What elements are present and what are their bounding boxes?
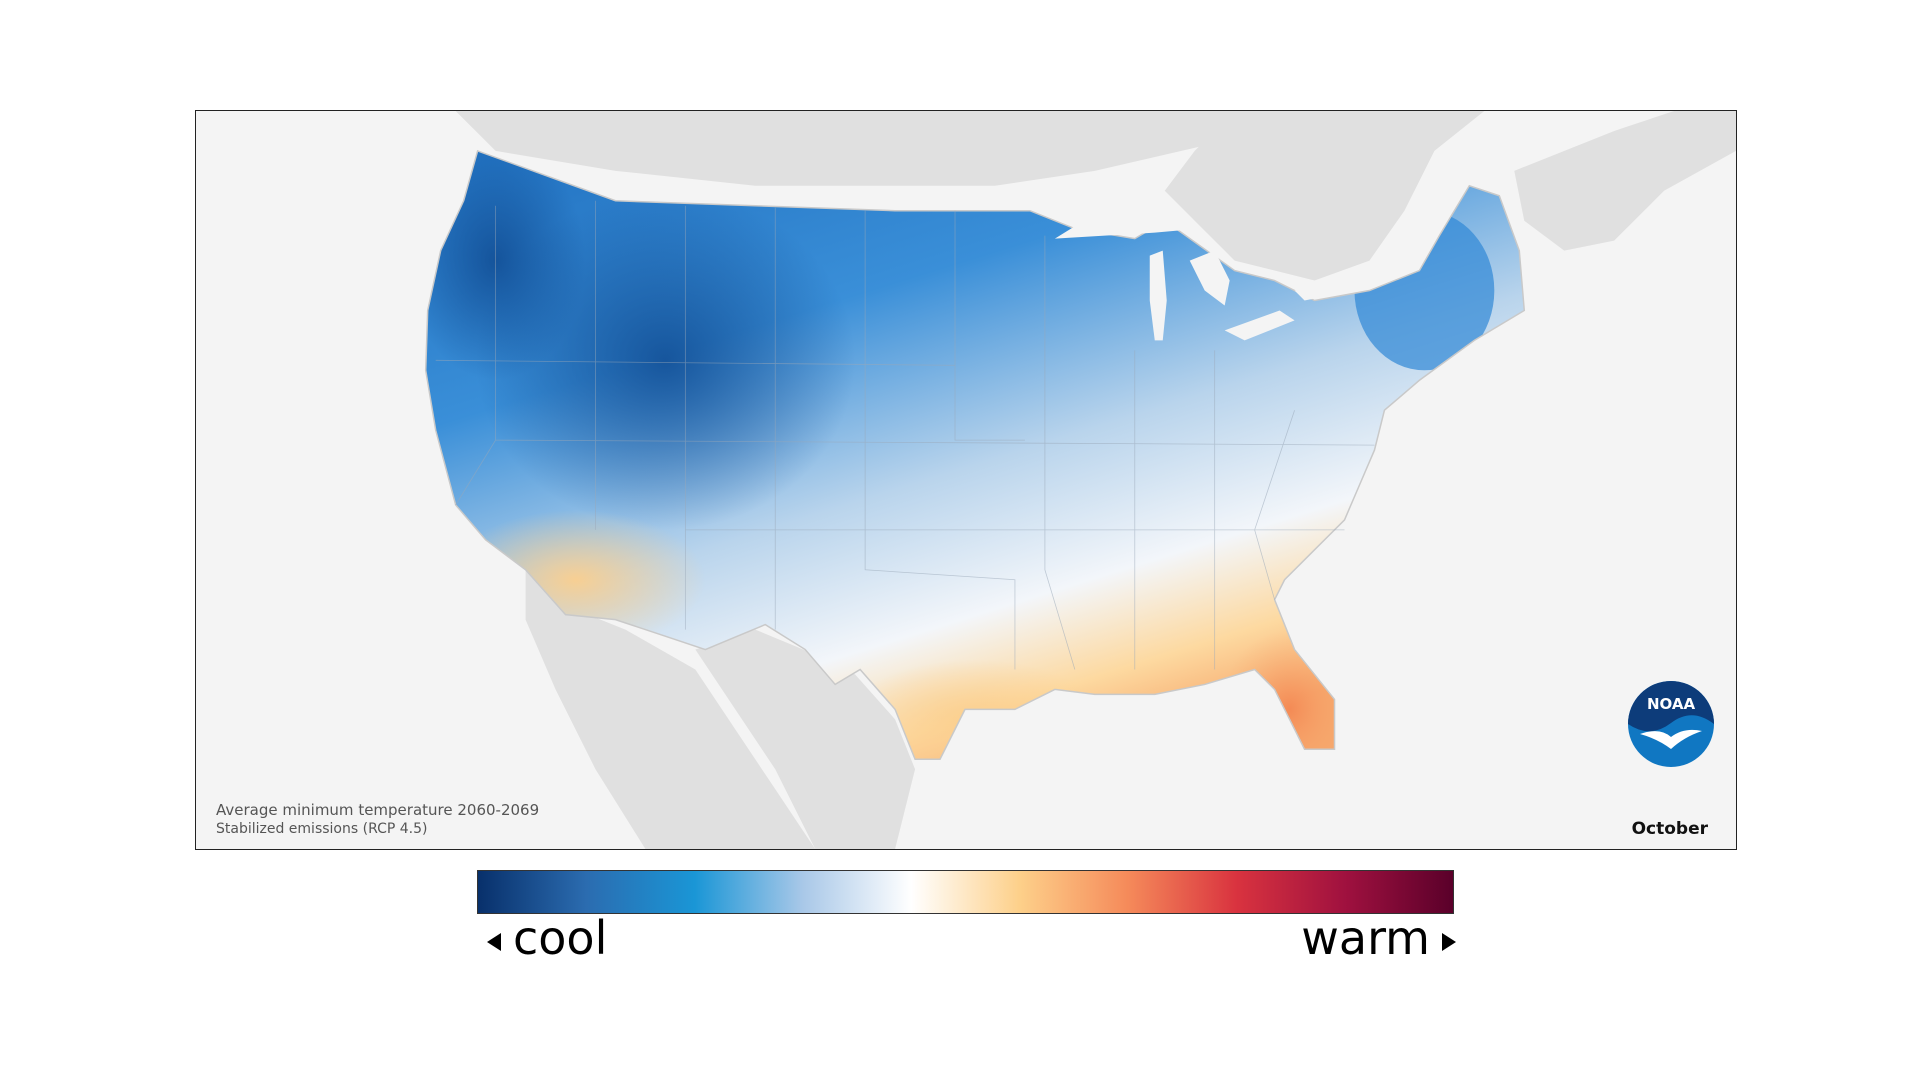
lake-michigan: [1149, 250, 1167, 341]
month-label: October: [1631, 819, 1708, 839]
canada-land-east: [1164, 111, 1485, 281]
state-border: [495, 439, 1375, 446]
noaa-logo: NOAA: [1628, 681, 1714, 767]
map-caption-scenario: Stabilized emissions (RCP 4.5): [216, 821, 428, 837]
state-border: [1254, 410, 1295, 600]
lake-superior: [1054, 205, 1200, 239]
state-border: [1044, 235, 1076, 670]
state-border: [435, 359, 956, 366]
maritimes-land: [1514, 111, 1736, 251]
great-lakes: [1054, 205, 1345, 341]
lake-huron: [1189, 250, 1230, 306]
legend-warm: warm: [1301, 912, 1456, 964]
temperature-colorbar: [477, 870, 1454, 914]
lake-erie: [1224, 310, 1295, 341]
arrow-left-icon: [487, 932, 501, 951]
state-border: [954, 210, 1025, 441]
arrow-right-icon: [1442, 932, 1456, 951]
background-land: [425, 111, 1736, 849]
map-panel: Average minimum temperature 2060-2069 St…: [195, 110, 1737, 850]
mexico-land-east: [695, 629, 916, 849]
legend-low-label: cool: [513, 911, 608, 965]
canada-land-west: [425, 111, 1235, 186]
map-caption-title: Average minimum temperature 2060-2069: [216, 801, 540, 819]
state-borders: [435, 200, 1375, 670]
florida-warm-zone: [1219, 629, 1360, 760]
mexico-land-west: [525, 569, 816, 849]
legend-cool: cool: [487, 912, 607, 964]
state-border: [864, 210, 1016, 670]
us-border: [424, 149, 1526, 760]
lake-ontario: [1294, 282, 1345, 301]
noaa-logo-text: NOAA: [1647, 695, 1696, 713]
legend-high-label: warm: [1301, 911, 1430, 965]
temperature-map: [424, 111, 1736, 849]
